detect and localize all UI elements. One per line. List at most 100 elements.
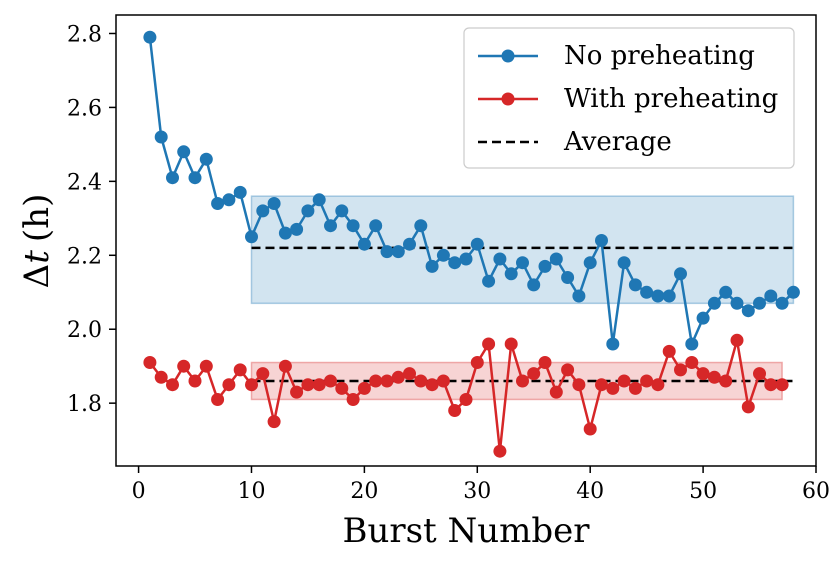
point-no-preheating [256,204,270,218]
point-with-preheating [617,374,631,388]
point-no-preheating [290,222,304,236]
point-with-preheating [403,367,416,381]
point-with-preheating [459,393,473,406]
point-no-preheating [628,278,642,292]
point-with-preheating [527,367,541,381]
point-no-preheating [662,289,676,303]
point-no-preheating [753,296,766,310]
y-tick-label: 2.6 [67,96,102,121]
point-no-preheating [459,252,473,266]
point-with-preheating [346,393,360,406]
point-with-preheating [222,378,236,392]
point-with-preheating [324,374,337,388]
point-no-preheating [369,219,383,233]
point-with-preheating [493,444,507,458]
point-with-preheating [516,374,529,388]
point-no-preheating [233,185,247,199]
point-no-preheating [166,171,179,185]
legend-label-no-preheating: No preheating [564,41,755,71]
point-no-preheating [380,245,394,259]
series-line-no-preheating [148,37,795,346]
plot-frame [115,14,817,467]
point-with-preheating [606,381,620,395]
point-with-preheating [301,378,315,392]
x-tick-label: 10 [237,479,265,504]
point-no-preheating [211,197,225,210]
point-no-preheating [222,193,236,207]
point-with-preheating [674,363,687,377]
legend-label-average: Average [563,127,672,157]
point-no-preheating [719,285,733,299]
point-no-preheating [335,204,349,218]
point-with-preheating [538,356,552,369]
x-tick-label: 30 [463,479,491,504]
legend-marker-with-preheating [501,92,515,106]
point-with-preheating [764,378,778,392]
point-with-preheating [188,374,202,388]
point-no-preheating [504,267,518,281]
point-no-preheating [312,193,326,207]
y-axis-label-symbol: Δ [17,264,57,289]
point-with-preheating [685,356,699,369]
point-no-preheating [403,237,416,251]
point-no-preheating [741,304,755,318]
point-with-preheating [741,400,755,414]
point-no-preheating [549,252,563,266]
point-with-preheating [730,333,744,347]
x-ticks: 0 10 20 30 40 50 60 [132,466,830,504]
point-no-preheating [685,337,699,351]
point-no-preheating [425,259,439,273]
legend-label-with-preheating: With preheating [564,84,778,114]
point-with-preheating [335,381,349,395]
point-with-preheating [504,337,518,351]
point-with-preheating [640,374,654,388]
y-tick-label: 2.2 [67,244,102,269]
point-with-preheating [425,378,439,392]
point-with-preheating [166,378,179,392]
point-no-preheating [651,289,665,303]
point-no-preheating [267,197,281,210]
point-no-preheating [527,278,541,292]
point-no-preheating [538,259,552,273]
point-with-preheating [470,356,484,369]
point-no-preheating [583,256,597,270]
point-with-preheating [391,370,405,384]
y-tick-label: 2.8 [67,22,102,47]
point-no-preheating [482,274,496,288]
x-tick-label: 0 [132,479,146,504]
point-with-preheating [448,404,462,417]
point-no-preheating [617,256,631,270]
y-ticks: 1.8 2.0 2.2 2.4 2.6 2.8 [67,22,116,417]
point-no-preheating [436,248,450,262]
point-with-preheating [775,378,789,392]
point-with-preheating [211,393,225,406]
point-no-preheating [595,234,608,247]
point-no-preheating [561,271,575,284]
point-with-preheating [651,378,665,392]
legend: No preheating With preheating Average [463,27,795,169]
legend-frame [463,27,795,169]
point-no-preheating [177,145,191,159]
point-with-preheating [267,415,281,429]
point-with-preheating [256,367,270,381]
point-with-preheating [583,422,597,436]
legend-marker-no-preheating [501,49,515,63]
point-no-preheating [470,237,484,251]
point-no-preheating [640,285,654,299]
point-no-preheating [301,204,315,218]
point-with-preheating [572,378,586,392]
point-no-preheating [764,289,778,303]
point-no-preheating [357,237,371,251]
point-with-preheating [414,374,428,388]
point-with-preheating [154,370,168,384]
point-no-preheating [786,285,800,299]
point-with-preheating [199,359,213,373]
point-no-preheating [730,296,744,310]
x-tick-label: 60 [802,479,830,504]
point-with-preheating [369,374,383,388]
point-with-preheating [549,385,563,399]
point-with-preheating [233,363,247,377]
point-no-preheating [143,30,157,44]
point-with-preheating [561,363,575,377]
